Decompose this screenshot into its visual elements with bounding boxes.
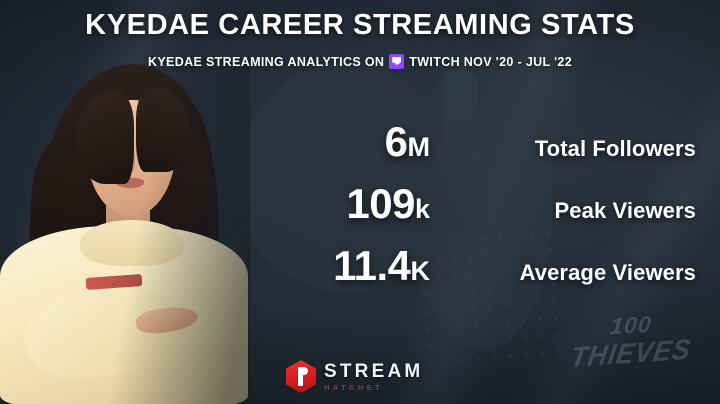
photo-edge-shadow <box>0 58 250 404</box>
stat-number: 109 <box>346 180 415 227</box>
subtitle-text-after: TWITCH NOV '20 - JUL '22 <box>409 54 573 69</box>
logo-wordmark: STREAM HATCHET <box>324 362 423 392</box>
stat-label: Total Followers <box>534 136 696 161</box>
stat-unit: K <box>410 256 431 286</box>
stat-label: Average Viewers <box>519 260 696 285</box>
stream-hatchet-logo: STREAM HATCHET <box>286 360 423 393</box>
stat-value: 11.4K <box>300 242 430 290</box>
stat-row: 11.4K Average Viewers <box>300 242 698 304</box>
page-title: KYEDAE CAREER STREAMING STATS <box>85 9 635 41</box>
stat-number: 11.4 <box>333 242 411 289</box>
stat-value: 6M <box>300 118 430 166</box>
twitch-icon <box>389 54 405 69</box>
logo-primary-text: STREAM <box>324 360 424 382</box>
stat-unit: k <box>414 194 430 224</box>
stat-row: 109k Peak Viewers <box>300 180 698 242</box>
logo-secondary-text: HATCHET <box>324 382 384 392</box>
background-artwork <box>218 50 588 382</box>
stat-value: 109k <box>300 180 430 228</box>
stat-number: 6 <box>384 118 408 165</box>
stat-unit: M <box>407 132 431 162</box>
stat-label: Peak Viewers <box>554 198 696 223</box>
hatchet-shield-icon <box>286 360 316 393</box>
page-subtitle: KYEDAE STREAMING ANALYTICS ON TWITCH NOV… <box>0 54 720 69</box>
stat-row: 6M Total Followers <box>300 118 698 180</box>
streamer-photo <box>0 58 250 404</box>
stats-list: 6M Total Followers 109k Peak Viewers 11.… <box>300 118 698 304</box>
subtitle-text-before: KYEDAE STREAMING ANALYTICS ON <box>147 54 385 69</box>
